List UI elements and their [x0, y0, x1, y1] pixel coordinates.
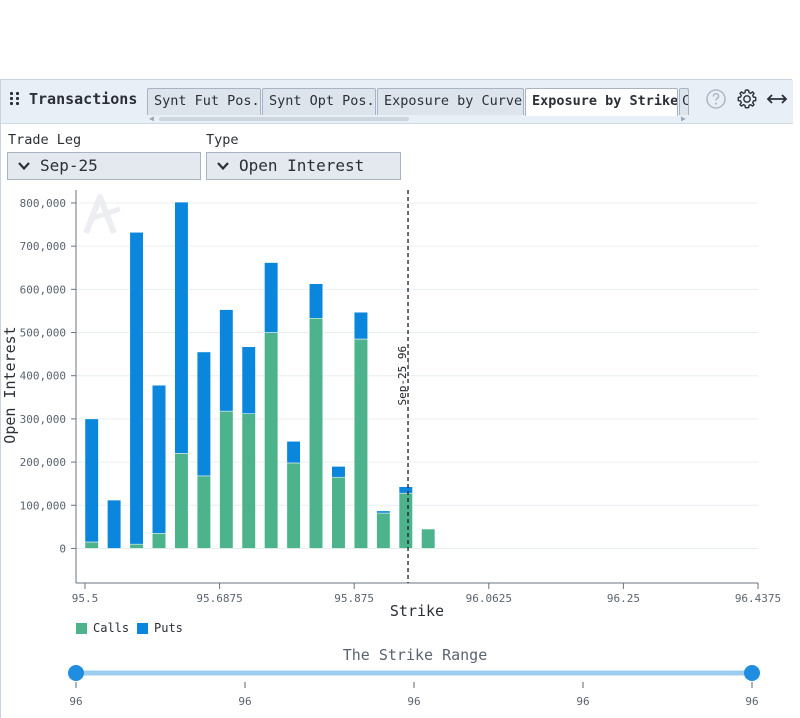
scroll-right-icon[interactable]: ▶: [681, 114, 686, 123]
bar-puts[interactable]: [286, 441, 301, 464]
tab-synt-opt-pos[interactable]: Synt Opt Pos.: [262, 88, 376, 115]
slider-tick-label: 96: [576, 695, 589, 708]
y-tick-label: 600,000: [20, 283, 66, 296]
trade-leg-value: Sep-25: [40, 156, 98, 175]
open-interest-chart: 0 100,000 200,000 300,000 400,000 500,000 600,…: [1, 190, 781, 620]
bar-puts[interactable]: [107, 499, 122, 549]
panel-header: Transactions Synt Fut Pos. Synt Opt Pos.…: [1, 80, 793, 124]
y-tick-label: 500,000: [20, 327, 66, 340]
bar-calls[interactable]: [398, 492, 413, 549]
reference-line-label: Sep-25_96: [396, 346, 409, 406]
puts-swatch: [137, 623, 148, 634]
bar-puts[interactable]: [84, 418, 99, 543]
panel-title: Transactions: [29, 90, 138, 108]
bar-puts[interactable]: [331, 466, 346, 478]
bar-calls[interactable]: [264, 332, 279, 549]
type-label: Type: [206, 132, 239, 148]
bar-puts[interactable]: [219, 309, 234, 412]
x-tick-label: 96.25: [607, 592, 640, 605]
chart-watermark-logo: [83, 194, 121, 235]
x-tick-label: 95.5: [72, 592, 99, 605]
slider-tick-label: 96: [745, 695, 758, 708]
drag-handle-icon[interactable]: [10, 92, 20, 106]
x-tick-label: 95.6875: [196, 592, 242, 605]
bar-puts[interactable]: [241, 346, 256, 414]
range-end-handle[interactable]: [744, 665, 760, 681]
bar-calls[interactable]: [196, 475, 211, 549]
range-start-handle[interactable]: [68, 665, 84, 681]
bar-calls[interactable]: [129, 543, 144, 549]
bar-calls[interactable]: [286, 462, 301, 549]
transactions-panel: Transactions Synt Fut Pos. Synt Opt Pos.…: [0, 79, 793, 718]
slider-tick-label: 96: [238, 695, 251, 708]
type-value: Open Interest: [239, 156, 365, 175]
bar-puts[interactable]: [196, 351, 211, 477]
bar-calls[interactable]: [84, 541, 99, 549]
x-tick-label: 96.4375: [735, 592, 781, 605]
bar-calls[interactable]: [376, 512, 391, 549]
bar-puts[interactable]: [174, 201, 189, 454]
tab-synt-fut-pos[interactable]: Synt Fut Pos.: [147, 88, 261, 115]
bar-calls[interactable]: [331, 476, 346, 549]
y-tick-label: 300,000: [20, 413, 66, 426]
help-icon[interactable]: [705, 88, 727, 110]
tab-exposure-by-curve[interactable]: Exposure by Curve: [377, 88, 524, 115]
scroll-left-icon[interactable]: ◀: [149, 114, 154, 123]
bar-puts[interactable]: [398, 486, 413, 494]
slider-tick-label: 96: [69, 695, 82, 708]
strike-range-title: The Strike Range: [342, 646, 488, 664]
bar-calls[interactable]: [152, 533, 166, 549]
calls-legend-label: Calls: [93, 621, 130, 635]
bar-puts[interactable]: [376, 510, 391, 514]
bar-calls[interactable]: [219, 410, 234, 549]
x-axis-title: Strike: [390, 602, 444, 620]
bar-puts[interactable]: [353, 311, 368, 340]
strike-range-slider[interactable]: 96 96 96 96 96: [0, 660, 800, 718]
tab-overflow[interactable]: C: [679, 88, 689, 115]
x-tick-label: 95.875: [334, 592, 374, 605]
bar-puts[interactable]: [309, 283, 324, 319]
y-tick-label: 800,000: [20, 197, 66, 210]
bar-puts[interactable]: [264, 262, 279, 333]
chevron-down-icon: [217, 162, 229, 171]
slider-tick-label: 96: [407, 695, 420, 708]
puts-legend-label: Puts: [154, 621, 183, 635]
tab-scrollbar-thumb[interactable]: [159, 117, 409, 121]
chevron-down-icon: [18, 162, 30, 171]
tab-exposure-by-strike[interactable]: Exposure by Strike: [525, 88, 678, 116]
y-tick-label: 400,000: [20, 370, 66, 383]
trade-leg-select[interactable]: Sep-25: [7, 152, 201, 180]
bar-calls[interactable]: [353, 338, 368, 549]
bar-calls[interactable]: [174, 453, 189, 549]
expand-horizontal-icon[interactable]: [766, 88, 788, 110]
y-tick-label: 100,000: [20, 499, 66, 512]
bar-calls[interactable]: [309, 318, 324, 549]
x-tick-label: 96.0625: [466, 592, 512, 605]
bar-puts[interactable]: [129, 232, 144, 545]
y-tick-label: 200,000: [20, 456, 66, 469]
bar-puts[interactable]: [152, 384, 166, 534]
bar-calls[interactable]: [241, 413, 256, 549]
type-select[interactable]: Open Interest: [206, 152, 401, 180]
trade-leg-label: Trade Leg: [8, 132, 82, 148]
y-tick-label: 0: [59, 542, 66, 555]
calls-swatch: [76, 623, 87, 634]
gear-icon[interactable]: [736, 88, 758, 110]
y-tick-label: 700,000: [20, 240, 66, 253]
tab-scrollbar[interactable]: ◀ ▶: [149, 114, 689, 123]
y-axis-title: Open Interest: [1, 326, 19, 443]
bar-calls[interactable]: [421, 528, 436, 549]
